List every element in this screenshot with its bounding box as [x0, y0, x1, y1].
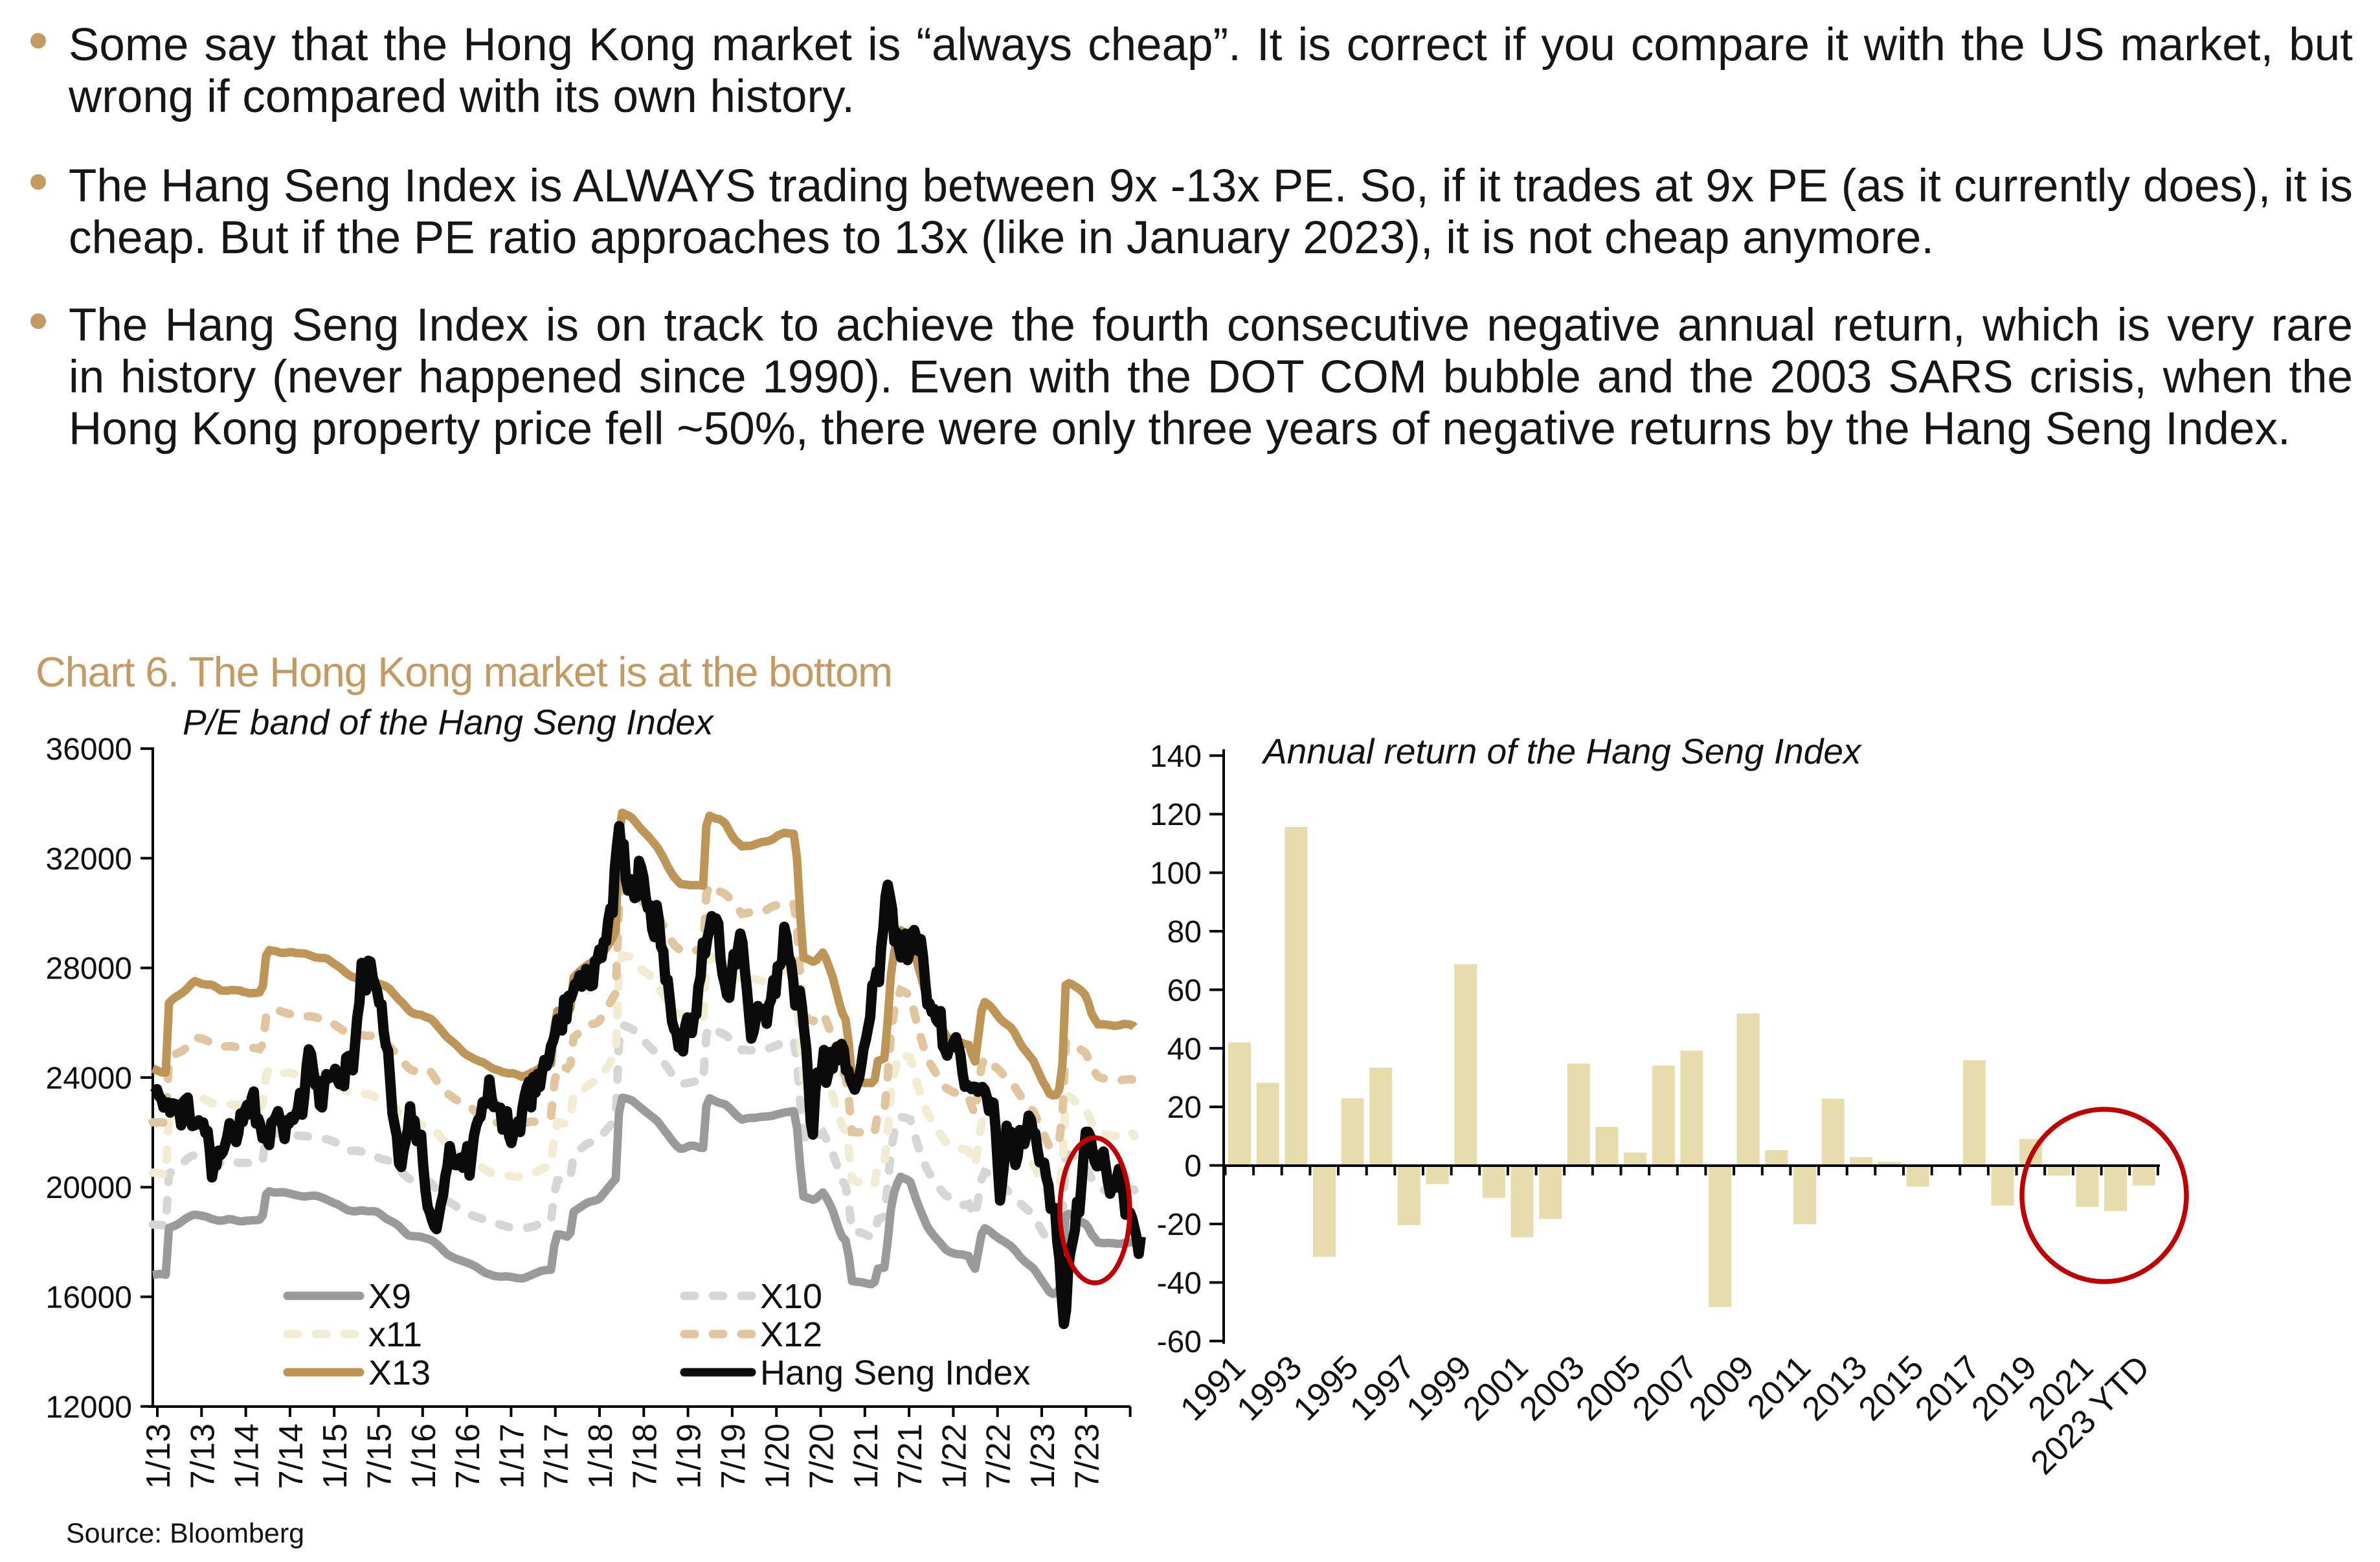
- svg-text:1/22: 1/22: [936, 1423, 973, 1489]
- svg-text:1/16: 1/16: [405, 1423, 443, 1489]
- svg-text:7/23: 7/23: [1068, 1423, 1106, 1489]
- svg-text:Hang Seng Index: Hang Seng Index: [760, 1353, 1030, 1392]
- svg-text:120: 120: [1150, 798, 1202, 832]
- svg-text:1/19: 1/19: [671, 1423, 708, 1489]
- svg-text:1/20: 1/20: [759, 1423, 796, 1489]
- svg-text:1/14: 1/14: [229, 1423, 266, 1489]
- svg-text:2011: 2011: [1740, 1348, 1818, 1426]
- svg-text:1/13: 1/13: [140, 1423, 177, 1489]
- svg-text:7/14: 7/14: [273, 1423, 310, 1489]
- svg-text:1/17: 1/17: [493, 1423, 531, 1489]
- svg-text:1999: 1999: [1399, 1348, 1479, 1428]
- svg-text:140: 140: [1150, 740, 1202, 774]
- svg-text:7/19: 7/19: [715, 1423, 752, 1489]
- svg-text:2019: 2019: [1964, 1348, 2044, 1428]
- svg-text:1997: 1997: [1343, 1348, 1422, 1428]
- svg-text:2001: 2001: [1456, 1348, 1536, 1428]
- svg-text:2013: 2013: [1795, 1348, 1874, 1428]
- svg-text:80: 80: [1167, 915, 1202, 949]
- svg-text:X10: X10: [760, 1277, 822, 1316]
- svg-text:7/20: 7/20: [803, 1423, 841, 1489]
- svg-text:x11: x11: [368, 1315, 422, 1354]
- svg-text:1/23: 1/23: [1024, 1423, 1062, 1489]
- svg-text:16000: 16000: [46, 1281, 132, 1315]
- svg-text:1/21: 1/21: [848, 1423, 885, 1489]
- svg-text:2017: 2017: [1908, 1348, 1988, 1428]
- svg-text:X12: X12: [760, 1315, 822, 1354]
- svg-text:28000: 28000: [46, 952, 132, 986]
- svg-text:32000: 32000: [46, 842, 132, 876]
- svg-text:1991: 1991: [1173, 1348, 1253, 1428]
- svg-text:1/18: 1/18: [582, 1423, 620, 1489]
- svg-text:-60: -60: [1157, 1325, 1202, 1359]
- svg-text:-40: -40: [1157, 1266, 1202, 1300]
- svg-text:60: 60: [1167, 973, 1202, 1008]
- svg-text:24000: 24000: [46, 1061, 132, 1096]
- svg-text:2009: 2009: [1682, 1348, 1762, 1428]
- svg-text:20000: 20000: [46, 1171, 132, 1205]
- svg-text:7/15: 7/15: [361, 1423, 399, 1489]
- svg-text:1993: 1993: [1229, 1348, 1309, 1428]
- svg-text:100: 100: [1150, 857, 1202, 891]
- svg-text:1/15: 1/15: [317, 1423, 354, 1489]
- svg-text:0: 0: [1184, 1149, 1202, 1184]
- svg-text:2015: 2015: [1852, 1348, 1931, 1428]
- svg-text:7/16: 7/16: [449, 1423, 487, 1489]
- svg-text:7/21: 7/21: [892, 1423, 929, 1489]
- svg-text:20: 20: [1167, 1091, 1202, 1125]
- svg-text:X13: X13: [368, 1353, 431, 1392]
- svg-text:36000: 36000: [46, 732, 132, 767]
- svg-text:7/18: 7/18: [626, 1423, 664, 1489]
- svg-text:2007: 2007: [1626, 1348, 1705, 1428]
- svg-text:1995: 1995: [1286, 1348, 1366, 1428]
- svg-text:X9: X9: [368, 1277, 411, 1316]
- svg-text:40: 40: [1167, 1032, 1202, 1067]
- svg-text:12000: 12000: [46, 1390, 132, 1425]
- svg-text:2003: 2003: [1512, 1348, 1592, 1428]
- svg-text:7/13: 7/13: [184, 1423, 221, 1489]
- svg-text:7/17: 7/17: [538, 1423, 576, 1489]
- svg-text:7/22: 7/22: [980, 1423, 1018, 1489]
- svg-text:-20: -20: [1157, 1208, 1202, 1242]
- svg-text:2005: 2005: [1569, 1348, 1648, 1428]
